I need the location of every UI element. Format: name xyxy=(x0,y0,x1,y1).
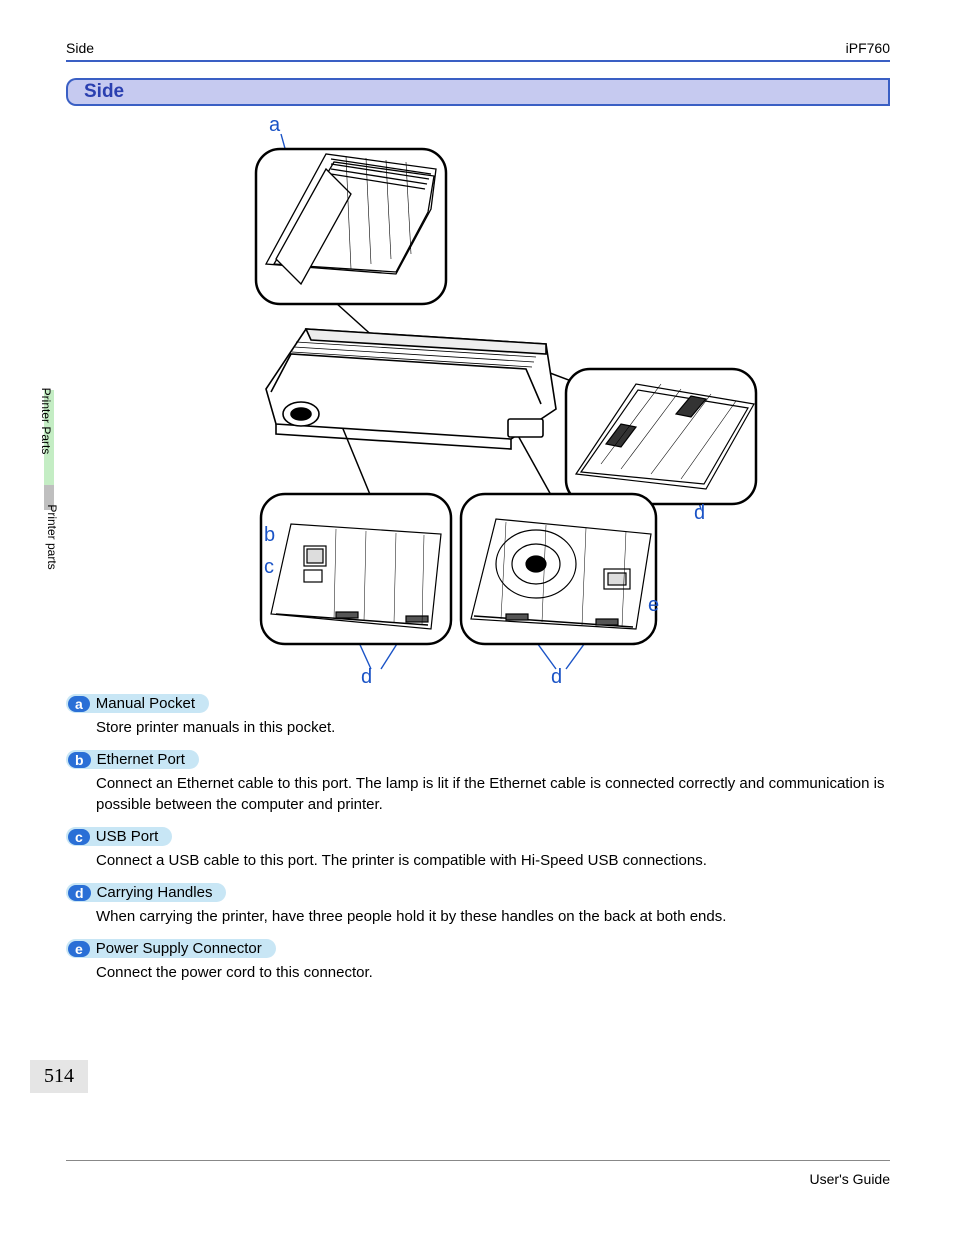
header-topic: Side xyxy=(66,40,94,56)
definition-title: Carrying Handles xyxy=(97,884,213,901)
definition-head: e Power Supply Connector xyxy=(66,939,276,958)
definition-letter: a xyxy=(68,696,90,712)
definitions-list: a Manual Pocket Store printer manuals in t… xyxy=(66,694,890,983)
definition-item: c USB Port Connect a USB cable to this por… xyxy=(66,827,890,871)
callout-b: b xyxy=(264,524,275,547)
callout-e: e xyxy=(648,594,659,617)
definition-head: d Carrying Handles xyxy=(66,883,226,902)
definition-head: b Ethernet Port xyxy=(66,750,199,769)
section-title: Side xyxy=(76,78,890,106)
definition-letter: e xyxy=(68,941,90,957)
callout-d-3: d xyxy=(551,666,562,689)
definition-title: Power Supply Connector xyxy=(96,940,262,957)
definition-head: a Manual Pocket xyxy=(66,694,209,713)
definition-item: e Power Supply Connector Connect the power… xyxy=(66,939,890,983)
diagram-svg xyxy=(206,114,766,684)
definition-item: b Ethernet Port Connect an Ethernet cable … xyxy=(66,750,890,815)
definition-body: Connect the power cord to this connector… xyxy=(96,962,890,983)
header-model: iPF760 xyxy=(846,40,890,56)
page-header: Side iPF760 xyxy=(66,40,890,62)
definition-body: When carrying the printer, have three pe… xyxy=(96,906,890,927)
sidebar-tabs: Printer Parts Printer parts xyxy=(34,390,56,600)
definition-head: c USB Port xyxy=(66,827,172,846)
page-number: 514 xyxy=(30,1060,88,1093)
section-title-bar: Side xyxy=(66,78,890,106)
definition-title: USB Port xyxy=(96,828,159,845)
definition-title: Manual Pocket xyxy=(96,695,195,712)
callout-c: c xyxy=(264,556,274,579)
footer: User's Guide xyxy=(66,1160,890,1187)
page-content: Side iPF760 Side xyxy=(66,40,890,995)
footer-text: User's Guide xyxy=(810,1171,890,1187)
definition-item: d Carrying Handles When carrying the print… xyxy=(66,883,890,927)
definition-title: Ethernet Port xyxy=(97,751,185,768)
callout-d-1: d xyxy=(694,502,705,525)
printer-diagram: a b c d d d e xyxy=(66,114,890,694)
definition-letter: b xyxy=(68,752,91,768)
sidebar-label-chapter: Printer Parts xyxy=(39,376,53,466)
definition-letter: c xyxy=(68,829,90,845)
definition-body: Connect a USB cable to this port. The pr… xyxy=(96,850,890,871)
definition-body: Store printer manuals in this pocket. xyxy=(96,717,890,738)
callout-d-2: d xyxy=(361,666,372,689)
callout-a: a xyxy=(269,114,280,137)
definition-item: a Manual Pocket Store printer manuals in t… xyxy=(66,694,890,738)
sidebar-label-section: Printer parts xyxy=(45,492,59,582)
definition-body: Connect an Ethernet cable to this port. … xyxy=(96,773,890,815)
definition-letter: d xyxy=(68,885,91,901)
